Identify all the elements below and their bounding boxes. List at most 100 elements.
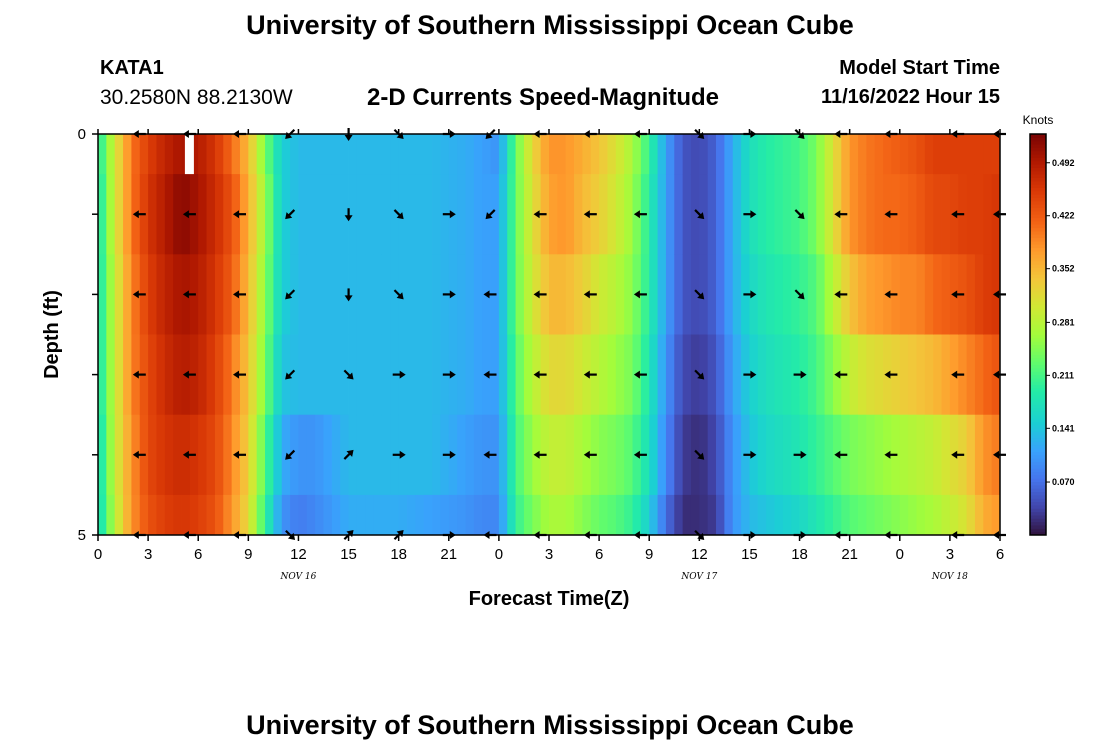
heatmap-cell [690,254,700,335]
heatmap-cell [381,134,391,175]
heatmap-cell [966,134,976,175]
x-tick-label: 3 [545,546,553,563]
heatmap-cell [933,254,942,335]
current-arrow [834,450,848,459]
heatmap-cell [824,414,834,496]
colorbar-tick-label: 0.422 [1052,211,1075,221]
arrow-head [697,452,705,460]
current-arrow [583,290,597,299]
current-arrow [392,370,406,379]
heatmap-cell [248,134,258,175]
heatmap-cell [732,174,742,255]
arrow-head [233,290,239,299]
colorbar-segment [1030,267,1046,272]
current-arrow [884,210,898,219]
heatmap-cell [457,414,466,496]
x-tick-label: 9 [244,546,252,563]
current-arrow [182,290,196,299]
colorbar-segment [1030,531,1046,536]
heatmap-cell [866,494,876,536]
heatmap-cell [490,134,500,175]
heatmap-cell [407,254,416,335]
colorbar-segment [1030,214,1046,219]
heatmap-cell [966,414,976,496]
heatmap-cell [265,134,274,175]
heatmap-cell [958,134,967,175]
current-arrow [233,450,246,459]
heatmap-cell [256,494,266,536]
heatmap-cell [816,414,826,496]
heatmap-cell [515,134,525,175]
heatmap-cell [390,134,400,175]
heatmap-cell [298,414,308,496]
heatmap-cell [323,174,333,255]
colorbar-segment [1030,327,1046,332]
heatmap-cell [574,334,583,416]
heatmap-cell [549,254,558,335]
current-arrow [951,370,965,379]
heatmap-cell [331,254,341,335]
colorbar-segment [1030,474,1046,479]
heatmap-cell [139,134,149,175]
heatmap-cell [106,414,116,496]
heatmap-cell [473,174,483,255]
heatmap-cell [398,494,408,536]
heatmap-cell [106,254,116,335]
colorbar-segment [1030,468,1046,473]
heatmap-cell [223,414,233,496]
colorbar-segment [1030,137,1046,142]
colorbar-segment [1030,321,1046,325]
heatmap-cell [390,494,400,536]
heatmap-cell [507,254,516,335]
heatmap-cell [874,174,884,255]
arrow-head [346,449,354,457]
heatmap-cell [465,174,475,255]
heatmap-cell [749,134,759,175]
current-arrow [182,210,196,219]
colorbar-segment [1030,307,1046,312]
current-arrow [834,290,848,299]
current-arrow [483,450,497,459]
heatmap-cell [757,414,767,496]
heatmap-cell [966,494,976,536]
arrow-head [396,212,404,220]
colorbar-segment [1030,408,1046,412]
heatmap-cell [98,494,107,536]
heatmap-cell [523,334,533,416]
heatmap-cell [916,254,926,335]
heatmap-cell [966,334,976,416]
arrow-head [449,210,456,219]
colorbar-segment [1030,190,1046,195]
heatmap-cell [114,494,124,536]
current-arrow [132,210,146,219]
heatmap-cell [306,134,316,175]
arrow-head [884,210,891,219]
heatmap-cell [624,334,633,416]
heatmap-cell [891,494,901,536]
colorbar-segment [1030,414,1046,419]
heatmap-cell [849,174,859,255]
heatmap-cell [732,494,742,536]
heatmap-cell [782,174,792,255]
heatmap-cell [824,494,834,536]
heatmap-cell [757,334,767,416]
current-arrow [633,370,647,379]
arrow-head [951,210,958,219]
heatmap-cell [381,174,391,255]
colorbar-segment [1030,260,1046,265]
heatmap-cell [298,134,308,175]
heatmap-cell [574,494,583,536]
heatmap-cell [757,254,767,335]
heatmap-cell [615,334,625,416]
heatmap-cell [816,334,826,416]
heatmap-cell [565,414,575,496]
colorbar-segment [1030,147,1046,152]
colorbar-segment [1030,374,1046,379]
colorbar-segment [1030,524,1046,529]
heatmap-cell [340,414,349,496]
colorbar-segment [1030,504,1046,509]
heatmap-cell [941,174,951,255]
current-arrow [743,370,757,379]
colorbar-segment [1030,367,1046,372]
heatmap-cell [465,334,475,416]
